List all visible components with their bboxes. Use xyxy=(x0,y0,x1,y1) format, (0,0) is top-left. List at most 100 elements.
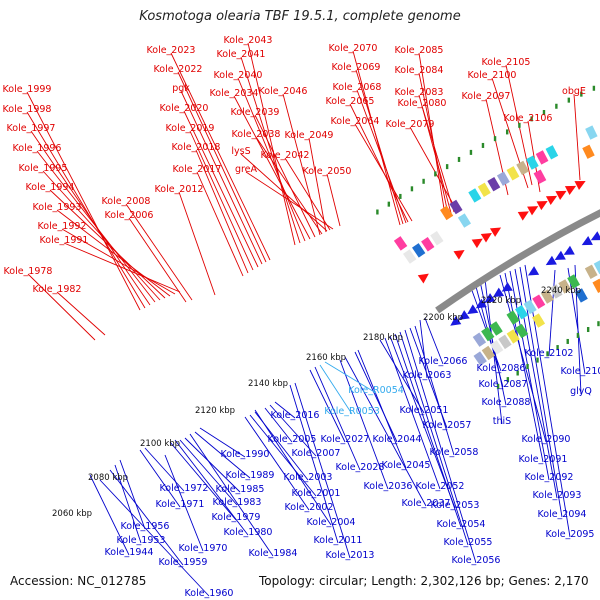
reverse-gene-label: Kole_2094 xyxy=(538,509,587,520)
tick-label: 2200 kbp xyxy=(423,313,463,323)
reverse-gene-label: Kole_1953 xyxy=(117,535,166,546)
reverse-cog-box xyxy=(532,294,546,309)
forward-gene-arrow xyxy=(564,185,577,195)
forward-gene-connector xyxy=(49,189,166,299)
reverse-cog-box xyxy=(584,264,598,279)
tick-label: 2100 kbp xyxy=(140,439,180,449)
genome-backbone xyxy=(435,209,600,314)
forward-gene-label: Kole_2019 xyxy=(166,123,215,134)
forward-gene-connector xyxy=(61,228,176,295)
forward-cog-box xyxy=(487,177,501,192)
reverse-gene-label: Kole_2057 xyxy=(423,420,472,431)
reverse-gene-connector xyxy=(274,401,296,419)
reverse-gene-label: Kole_1960 xyxy=(185,588,234,599)
forward-cog-box xyxy=(449,199,463,215)
forward-gene-connector xyxy=(189,130,254,271)
reverse-gene-connector xyxy=(294,382,351,559)
reverse-cog-box xyxy=(567,274,581,289)
reverse-gene-arrow xyxy=(450,315,462,326)
forward-gene-arrow xyxy=(527,206,539,216)
forward-gene-label: Kole_2065 xyxy=(326,96,375,107)
forward-gene-label: Kole_2084 xyxy=(395,65,444,76)
reverse-gene-connector xyxy=(414,325,455,456)
reverse-gene-connector xyxy=(144,447,185,492)
reverse-gene-arrow xyxy=(501,282,513,292)
forward-gene-arrow xyxy=(453,250,465,260)
forward-gene-label: Kole_2068 xyxy=(333,82,382,93)
forward-cog-box xyxy=(516,160,530,176)
reverse-gene-connector xyxy=(394,333,462,528)
outer-tick-dot xyxy=(376,209,379,215)
tick-dots xyxy=(376,85,600,389)
forward-cog-box xyxy=(585,125,598,140)
reverse-gene-arrow xyxy=(527,266,540,276)
reverse-gene-arrow xyxy=(475,298,487,309)
forward-gene-connector xyxy=(27,273,96,341)
outer-tick-dot xyxy=(445,164,449,170)
reverse-cog-box xyxy=(489,321,503,336)
reverse-gene-connector xyxy=(169,441,237,521)
tick-label: 2120 kbp xyxy=(195,406,235,416)
reverse-cog-box xyxy=(523,299,537,315)
forward-cog-box xyxy=(393,236,408,251)
reverse-gene-connector xyxy=(254,409,332,526)
reverse-cog-box xyxy=(515,305,529,320)
forward-gene-connector xyxy=(56,291,106,336)
reverse-gene-label: Kole_2095 xyxy=(546,529,595,540)
reverse-gene-label: Kole_2088 xyxy=(482,397,531,408)
forward-gene-label: Kole_1994 xyxy=(26,182,75,193)
reverse-gene-label: Kole_2102 xyxy=(525,348,574,359)
reverse-gene-label: Kole_2054 xyxy=(437,519,486,530)
forward-gene-connector xyxy=(30,130,151,306)
reverse-gene-connector xyxy=(99,479,210,597)
forward-gene-connector xyxy=(177,71,267,263)
reverse-gene-label: Kole_2003 xyxy=(284,472,333,483)
forward-cog-box xyxy=(535,150,549,165)
outer-tick-dot xyxy=(434,171,437,177)
reverse-gene-connector xyxy=(244,416,310,511)
forward-gene-connector xyxy=(178,191,216,296)
reverse-cog-box xyxy=(481,345,496,361)
reverse-gene-label: Kole_1956 xyxy=(121,521,170,532)
inner-tick-dot xyxy=(536,357,539,363)
reverse-cog-box xyxy=(481,326,495,342)
outer-tick-dot xyxy=(457,156,461,162)
reverse-gene-connector xyxy=(379,339,425,414)
reverse-gene-connector xyxy=(184,437,241,493)
reverse-gene-connector xyxy=(189,433,274,557)
forward-gene-connector xyxy=(196,171,244,277)
outer-tick-dot xyxy=(387,201,391,207)
outer-tick-dot xyxy=(530,116,533,122)
reverse-gene-label: Kole_2058 xyxy=(430,447,479,458)
forward-gene-label: Kole_1982 xyxy=(33,284,82,295)
reverse-gene-connector xyxy=(344,356,427,507)
reverse-gene-label: Kole_2086 xyxy=(477,363,526,374)
forward-gene-label: Kole_2080 xyxy=(398,98,447,109)
reverse-gene-connector xyxy=(548,269,556,357)
reverse-cog-box xyxy=(506,310,520,325)
reverse-gene-label: Kole_2092 xyxy=(525,472,574,483)
reverse-cog-box xyxy=(549,284,563,299)
forward-gene-arrow xyxy=(489,227,502,237)
reverse-cog-box xyxy=(506,329,520,344)
forward-gene-connector xyxy=(240,153,328,232)
tick-label: 2060 kbp xyxy=(52,509,92,519)
reverse-gene-label: Kole_1971 xyxy=(156,499,205,510)
reverse-gene-label: Kole_2007 xyxy=(292,448,341,459)
reverse-gene-connector xyxy=(504,272,544,463)
reverse-gene-connector xyxy=(499,274,547,443)
topology-text: Topology: circular; Length: 2,302,126 bp… xyxy=(259,574,589,588)
forward-gene-label: Kole_2008 xyxy=(102,196,151,207)
forward-gene-label: Kole_2039 xyxy=(231,107,280,118)
inner-tick-dot xyxy=(526,364,529,370)
rna-gene-label: Kole_R0053 xyxy=(324,406,380,417)
reverse-gene-arrow xyxy=(563,245,575,255)
forward-gene-label: Kole_2085 xyxy=(395,45,444,56)
inner-tick-dot xyxy=(576,332,580,338)
reverse-cog-box xyxy=(531,313,546,328)
forward-gene-label: Kole_2041 xyxy=(217,49,266,60)
forward-gene-connector xyxy=(128,217,187,303)
reverse-gene-connector xyxy=(384,337,441,490)
